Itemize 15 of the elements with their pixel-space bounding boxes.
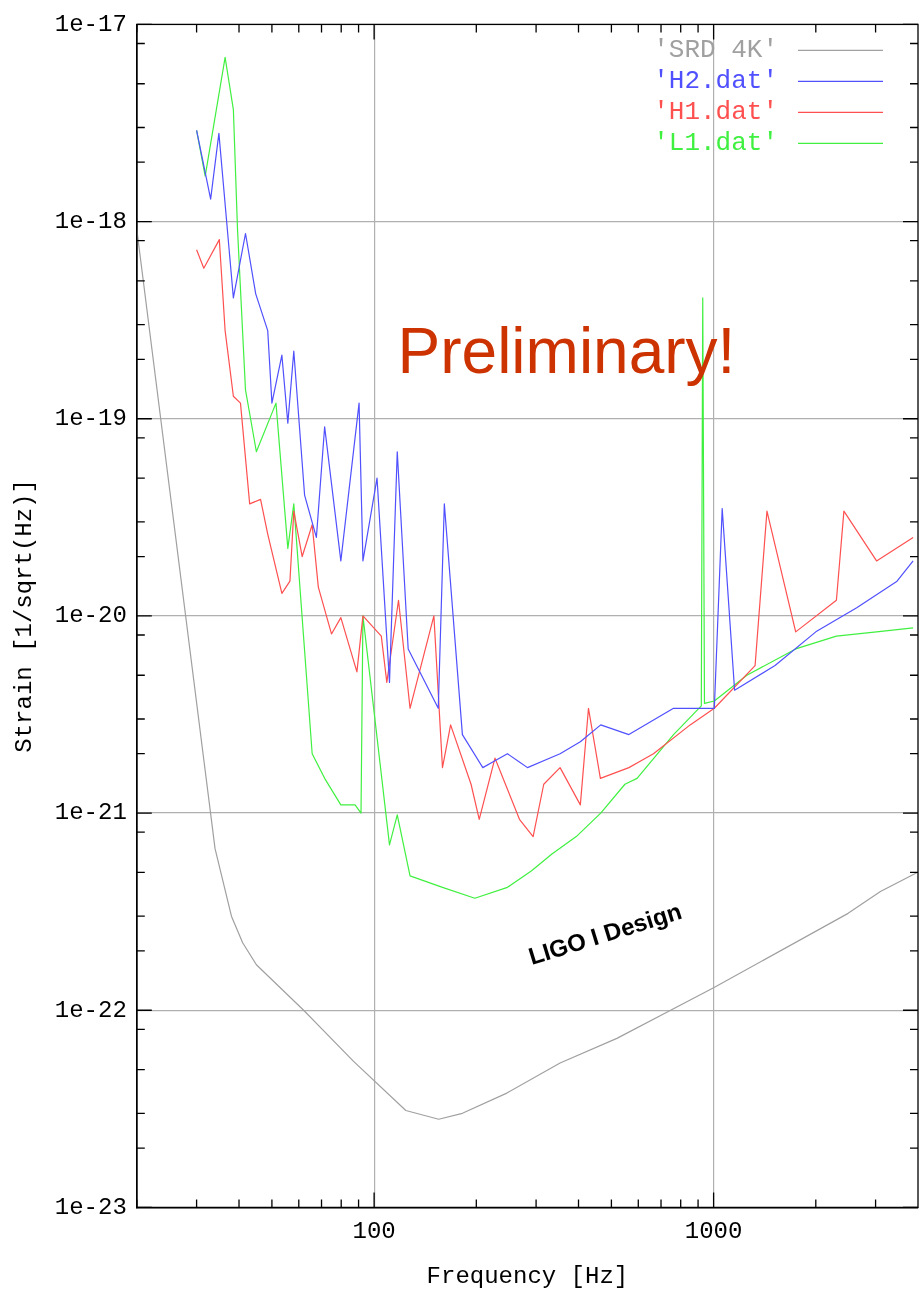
y-tick-label: 1e-17 [54,10,127,38]
x-axis-title: Frequency [Hz] [426,1262,629,1290]
legend-label: 'H1.dat' [653,97,778,128]
x-tick-label: 100 [352,1218,396,1246]
y-axis-title: Strain [1/sqrt(Hz)] [10,479,38,753]
x-tick-label: 1000 [684,1218,743,1246]
legend-label: 'H2.dat' [653,66,778,97]
y-tick-label: 1e-22 [54,996,127,1024]
y-tick-label: 1e-21 [54,799,127,827]
annotation: LIGO I Design [525,897,685,970]
y-tick-label: 1e-19 [54,405,127,433]
legend-label: 'L1.dat' [653,128,778,159]
y-tick-label: 1e-18 [54,207,127,235]
y-tick-label: 1e-23 [54,1193,127,1221]
y-tick-label: 1e-20 [54,602,127,630]
